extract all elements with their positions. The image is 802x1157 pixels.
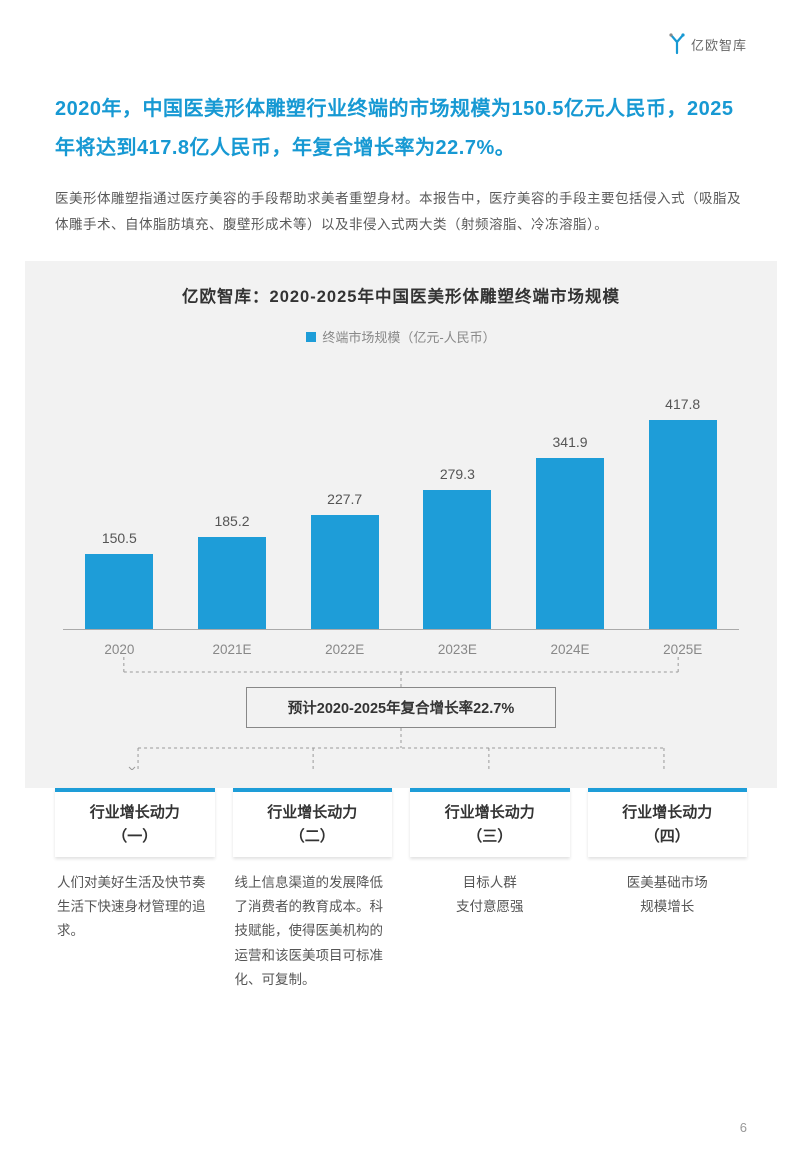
driver-card: 行业增长动力（三） 目标人群支付意愿强 [410,788,570,992]
page-headline: 2020年，中国医美形体雕塑行业终端的市场规模为150.5亿元人民币，2025年… [55,90,747,168]
bar [423,490,491,630]
driver-card: 行业增长动力（二） 线上信息渠道的发展降低了消费者的教育成本。科技赋能，使得医美机… [233,788,393,992]
bar-value: 279.3 [440,466,475,482]
bar-value: 150.5 [102,530,137,546]
drivers-connector [55,728,747,770]
drivers-row: 行业增长动力（一）人们对美好生活及快节奏生活下快速身材管理的追求。行业增长动力（… [55,788,747,992]
driver-body: 人们对美好生活及快节奏生活下快速身材管理的追求。 [55,871,215,944]
chart-bars-area: 150.5 185.2 227.7 279.3 341.9 417.8 [55,374,747,629]
driver-title: 行业增长动力（二） [233,788,393,857]
brand-logo: 亿欧智库 [667,32,747,56]
x-axis-label: 2021E [176,642,289,657]
intro-paragraph: 医美形体雕塑指通过医疗美容的手段帮助求美者重塑身材。本报告中，医疗美容的手段主要… [55,186,747,237]
chart-legend: 终端市场规模（亿元-人民币） [55,327,747,346]
driver-body: 线上信息渠道的发展降低了消费者的教育成本。科技赋能，使得医美机构的运营和该医美项… [233,871,393,992]
chart-section: 亿欧智库：2020-2025年中国医美形体雕塑终端市场规模 终端市场规模（亿元-… [25,261,777,788]
bar-group: 279.3 [401,466,514,630]
cagr-connector-top [63,657,739,687]
bar-group: 341.9 [514,434,627,629]
chart-title: 亿欧智库：2020-2025年中国医美形体雕塑终端市场规模 [55,283,747,307]
driver-body: 医美基础市场规模增长 [588,871,748,920]
driver-title: 行业增长动力（四） [588,788,748,857]
driver-card: 行业增长动力（一） 人们对美好生活及快节奏生活下快速身材管理的追求。 [55,788,215,992]
legend-swatch [306,332,316,342]
bar-value: 227.7 [327,491,362,507]
legend-label: 终端市场规模（亿元-人民币） [322,327,495,346]
bar-group: 227.7 [288,491,401,629]
driver-body: 目标人群支付意愿强 [410,871,570,920]
logo-icon [667,32,687,56]
bar-value: 341.9 [553,434,588,450]
bar [536,458,604,629]
bar [649,420,717,629]
bar [198,537,266,630]
x-axis-label: 2023E [401,642,514,657]
driver-card: 行业增长动力（四） 医美基础市场规模增长 [588,788,748,992]
x-axis-label: 2024E [514,642,627,657]
bar-group: 417.8 [626,396,739,629]
page-number: 6 [740,1120,747,1135]
x-axis-label: 2020 [63,642,176,657]
bar [85,554,153,629]
logo-text: 亿欧智库 [691,35,747,54]
bar-group: 150.5 [63,530,176,629]
bar-value: 185.2 [214,513,249,529]
x-axis-label: 2022E [288,642,401,657]
x-axis-label: 2025E [626,642,739,657]
cagr-callout: 预计2020-2025年复合增长率22.7% [246,687,556,728]
driver-title: 行业增长动力（三） [410,788,570,857]
driver-title: 行业增长动力（一） [55,788,215,857]
chart-x-labels: 20202021E2022E2023E2024E2025E [55,630,747,657]
bar [311,515,379,629]
bar-group: 185.2 [176,513,289,630]
bar-value: 417.8 [665,396,700,412]
